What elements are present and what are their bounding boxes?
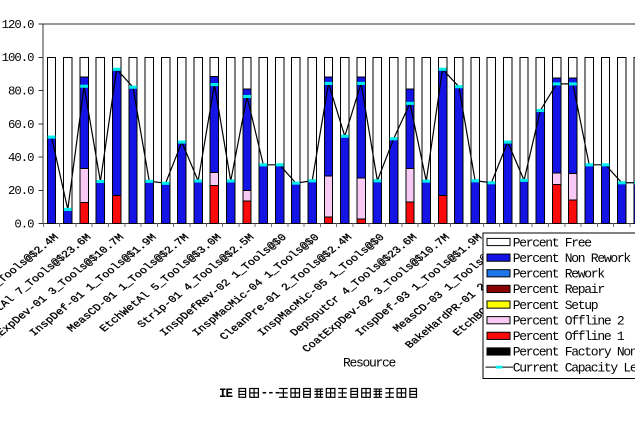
svg-text:Percent Repair: Percent Repair [513,282,605,297]
svg-text:Percent Offline 1: Percent Offline 1 [513,329,625,344]
svg-text:Percent Offline 2: Percent Offline 2 [513,313,624,328]
svg-text:60.0: 60.0 [8,118,34,132]
svg-text:Percent Non Rework: Percent Non Rework [513,251,632,266]
svg-text:40.0: 40.0 [8,151,34,165]
svg-text:Percent Setup: Percent Setup [513,298,598,313]
svg-text:80.0: 80.0 [8,85,34,99]
svg-text:120.0: 120.0 [2,18,35,32]
svg-text:---: --- [261,386,281,400]
svg-text:Percent Factory Non Sched: Percent Factory Non Sched [513,345,635,360]
svg-text:Resource: Resource [343,356,396,371]
svg-text:IE: IE [219,387,233,401]
svg-text:Percent Free: Percent Free [513,235,592,250]
svg-text:0.0: 0.0 [14,218,34,232]
svg-text:Current Capacity Level: Current Capacity Level [513,360,635,375]
svg-text:Percent Rework: Percent Rework [513,267,606,282]
svg-text:100.0: 100.0 [2,51,35,65]
svg-text:20.0: 20.0 [8,184,34,198]
